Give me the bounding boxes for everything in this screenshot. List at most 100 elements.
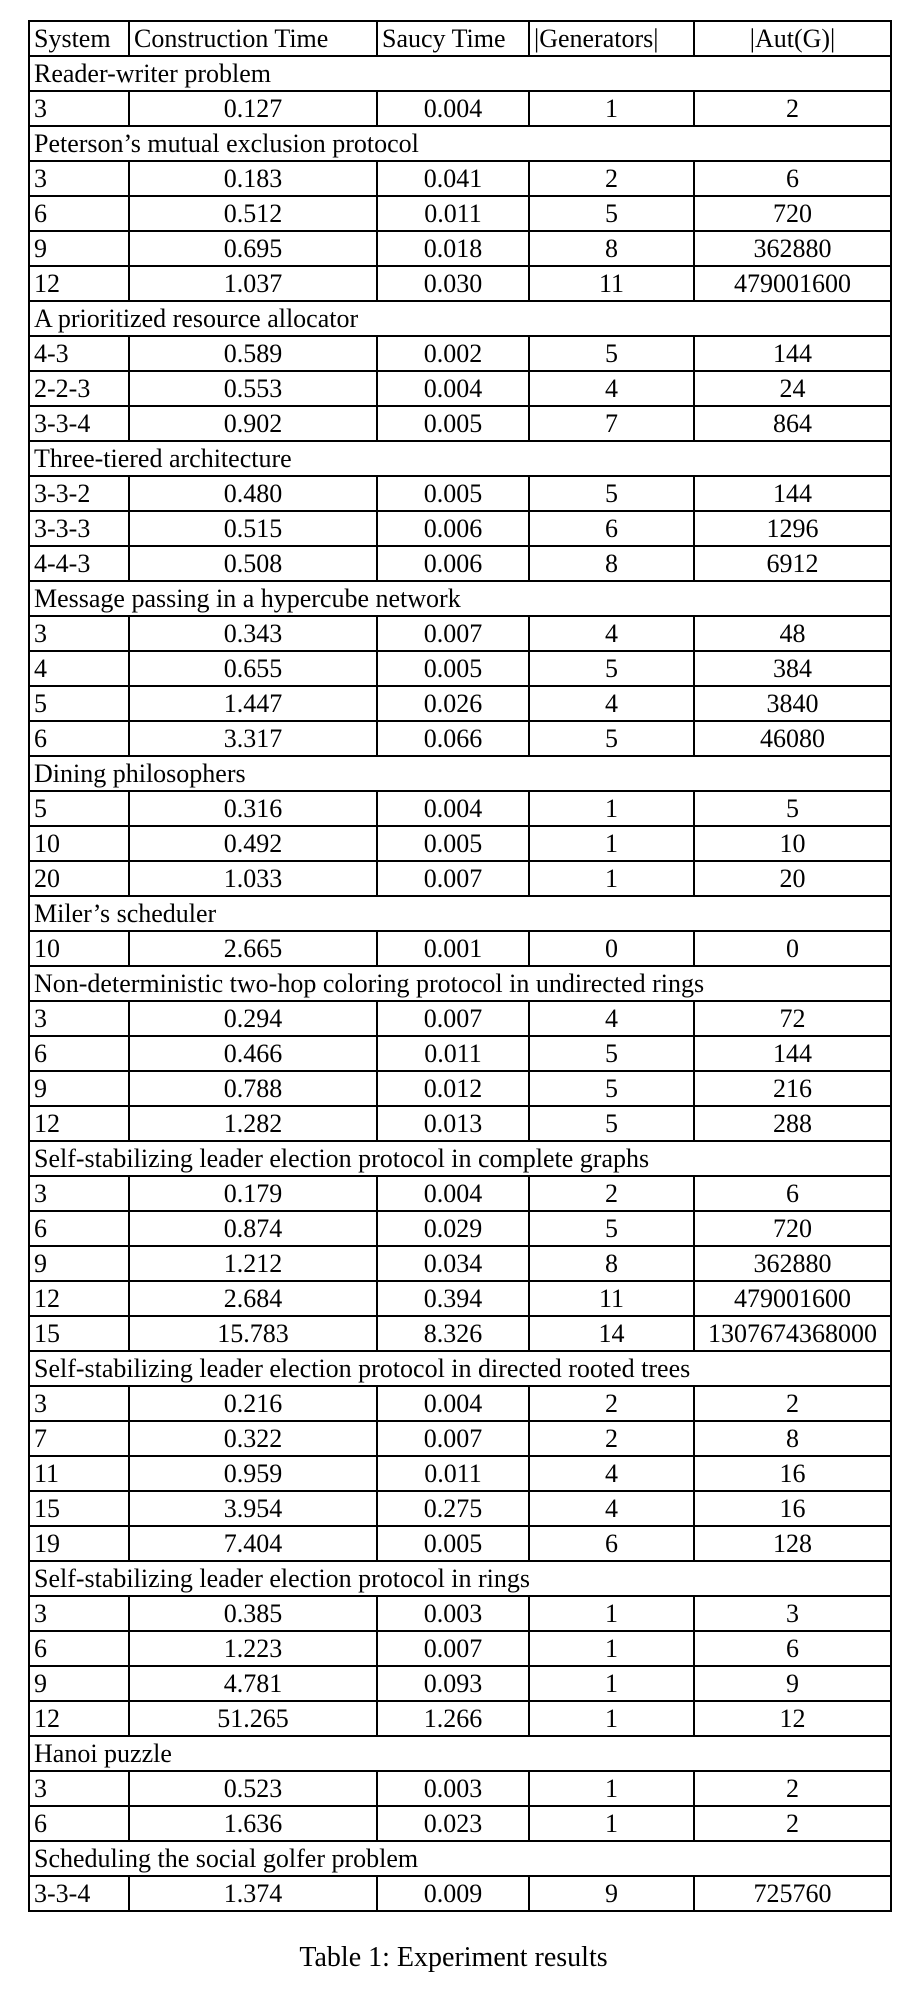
value-cell: 5 <box>528 1035 695 1072</box>
section-title: Reader-writer problem <box>28 55 892 92</box>
value-cell: 0.179 <box>128 1175 378 1212</box>
value-cell: 5 <box>528 720 695 757</box>
table-row: 20 1.033 0.007 1 20 <box>28 860 892 897</box>
value-cell: 8.326 <box>376 1315 530 1352</box>
system-cell: 3 <box>28 1000 130 1037</box>
system-cell: 3 <box>28 160 130 197</box>
table-row: 3-3-2 0.480 0.005 5 144 <box>28 475 892 512</box>
value-cell: 0.018 <box>376 230 530 267</box>
value-cell: 0.005 <box>376 1525 530 1562</box>
value-cell: 2 <box>693 1805 892 1842</box>
value-cell: 1 <box>528 1805 695 1842</box>
value-cell: 12 <box>693 1700 892 1737</box>
section-title: Message passing in a hypercube network <box>28 580 892 617</box>
value-cell: 864 <box>693 405 892 442</box>
section-row: Non-deterministic two-hop coloring proto… <box>28 965 892 1002</box>
table-row: 6 0.512 0.011 5 720 <box>28 195 892 232</box>
value-cell: 1 <box>528 790 695 827</box>
table-row: 12 51.265 1.266 1 12 <box>28 1700 892 1737</box>
value-cell: 0.026 <box>376 685 530 722</box>
table-row: 4 0.655 0.005 5 384 <box>28 650 892 687</box>
column-header: Construction Time <box>128 20 378 57</box>
section-title: A prioritized resource allocator <box>28 300 892 337</box>
value-cell: 1 <box>528 825 695 862</box>
value-cell: 5 <box>693 790 892 827</box>
value-cell: 2 <box>528 160 695 197</box>
value-cell: 0.001 <box>376 930 530 967</box>
system-cell: 10 <box>28 930 130 967</box>
value-cell: 5 <box>528 1070 695 1107</box>
value-cell: 16 <box>693 1455 892 1492</box>
table-row: 7 0.322 0.007 2 8 <box>28 1420 892 1457</box>
table-row: 3 0.183 0.041 2 6 <box>28 160 892 197</box>
value-cell: 1.223 <box>128 1630 378 1667</box>
value-cell: 1 <box>528 1630 695 1667</box>
value-cell: 362880 <box>693 1245 892 1282</box>
table-row: 3-3-3 0.515 0.006 6 1296 <box>28 510 892 547</box>
value-cell: 0.029 <box>376 1210 530 1247</box>
system-cell: 3-3-2 <box>28 475 130 512</box>
value-cell: 0.066 <box>376 720 530 757</box>
value-cell: 20 <box>693 860 892 897</box>
value-cell: 144 <box>693 1035 892 1072</box>
value-cell: 51.265 <box>128 1700 378 1737</box>
system-cell: 12 <box>28 1700 130 1737</box>
table-body: Reader-writer problem 3 0.127 0.004 1 2 Peters… <box>28 55 892 1912</box>
value-cell: 4.781 <box>128 1665 378 1702</box>
value-cell: 1 <box>528 1665 695 1702</box>
system-cell: 3 <box>28 90 130 127</box>
value-cell: 0.480 <box>128 475 378 512</box>
value-cell: 362880 <box>693 230 892 267</box>
value-cell: 0.589 <box>128 335 378 372</box>
value-cell: 4 <box>528 685 695 722</box>
value-cell: 144 <box>693 475 892 512</box>
system-cell: 6 <box>28 195 130 232</box>
value-cell: 5 <box>528 650 695 687</box>
table-row: 12 1.037 0.030 11 479001600 <box>28 265 892 302</box>
table-row: 9 4.781 0.093 1 9 <box>28 1665 892 1702</box>
system-cell: 20 <box>28 860 130 897</box>
table-row: 9 0.695 0.018 8 362880 <box>28 230 892 267</box>
value-cell: 0.007 <box>376 1420 530 1457</box>
value-cell: 1296 <box>693 510 892 547</box>
value-cell: 0.492 <box>128 825 378 862</box>
table-row: 3-3-4 1.374 0.009 9 725760 <box>28 1875 892 1912</box>
value-cell: 1.636 <box>128 1805 378 1842</box>
section-title: Hanoi puzzle <box>28 1735 892 1772</box>
value-cell: 4 <box>528 1455 695 1492</box>
value-cell: 6912 <box>693 545 892 582</box>
table-row: 3 0.216 0.004 2 2 <box>28 1385 892 1422</box>
value-cell: 0.004 <box>376 90 530 127</box>
value-cell: 1.212 <box>128 1245 378 1282</box>
value-cell: 1307674368000 <box>693 1315 892 1352</box>
value-cell: 6 <box>528 1525 695 1562</box>
value-cell: 0.553 <box>128 370 378 407</box>
value-cell: 0.695 <box>128 230 378 267</box>
system-cell: 9 <box>28 1245 130 1282</box>
table-row: 4-3 0.589 0.002 5 144 <box>28 335 892 372</box>
table-header: System Construction Time Saucy Time |Genera… <box>28 20 892 57</box>
system-cell: 3-3-3 <box>28 510 130 547</box>
value-cell: 8 <box>528 230 695 267</box>
column-header: System <box>28 20 130 57</box>
table-row: 4-4-3 0.508 0.006 8 6912 <box>28 545 892 582</box>
value-cell: 0.322 <box>128 1420 378 1457</box>
value-cell: 0.127 <box>128 90 378 127</box>
section-title: Miler’s scheduler <box>28 895 892 932</box>
system-cell: 3 <box>28 1175 130 1212</box>
system-cell: 6 <box>28 720 130 757</box>
value-cell: 6 <box>693 160 892 197</box>
value-cell: 1.447 <box>128 685 378 722</box>
value-cell: 5 <box>528 195 695 232</box>
section-title: Self-stabilizing leader election protoco… <box>28 1350 892 1387</box>
value-cell: 0.466 <box>128 1035 378 1072</box>
table-row: 6 3.317 0.066 5 46080 <box>28 720 892 757</box>
value-cell: 216 <box>693 1070 892 1107</box>
value-cell: 0.003 <box>376 1770 530 1807</box>
value-cell: 6 <box>693 1630 892 1667</box>
system-cell: 10 <box>28 825 130 862</box>
value-cell: 0.011 <box>376 1035 530 1072</box>
table-row: 6 1.223 0.007 1 6 <box>28 1630 892 1667</box>
system-cell: 3 <box>28 1595 130 1632</box>
system-cell: 4-4-3 <box>28 545 130 582</box>
